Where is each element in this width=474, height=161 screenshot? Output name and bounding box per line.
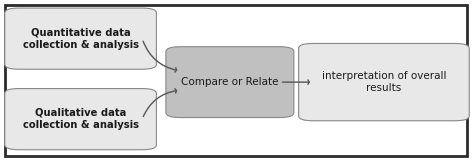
FancyBboxPatch shape [299, 43, 469, 121]
Text: Quantitative data
collection & analysis: Quantitative data collection & analysis [23, 27, 138, 50]
Text: Compare or Relate: Compare or Relate [181, 77, 279, 87]
FancyBboxPatch shape [5, 89, 156, 150]
FancyBboxPatch shape [5, 8, 156, 69]
FancyBboxPatch shape [166, 47, 294, 118]
Text: Qualitative data
collection & analysis: Qualitative data collection & analysis [23, 108, 138, 130]
Text: interpretation of overall
results: interpretation of overall results [322, 71, 446, 93]
